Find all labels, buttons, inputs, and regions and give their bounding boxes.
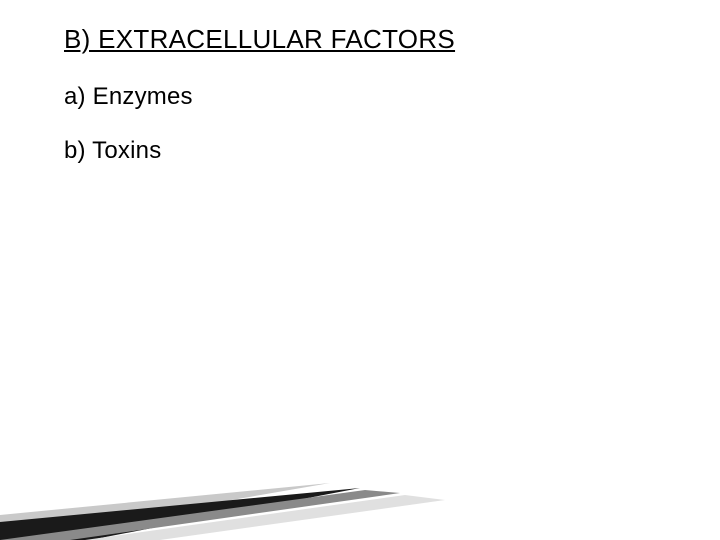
stripe — [85, 495, 445, 540]
list-item: b) Toxins — [64, 137, 680, 165]
stripe — [0, 488, 360, 540]
stripe — [0, 483, 330, 540]
list-item: a) Enzymes — [64, 83, 680, 111]
section-heading: B) EXTRACELLULAR FACTORS — [64, 24, 680, 55]
footer-decoration — [0, 460, 720, 540]
slide-content: B) EXTRACELLULAR FACTORS a) Enzymes b) T… — [64, 24, 680, 191]
stripe — [0, 490, 400, 540]
